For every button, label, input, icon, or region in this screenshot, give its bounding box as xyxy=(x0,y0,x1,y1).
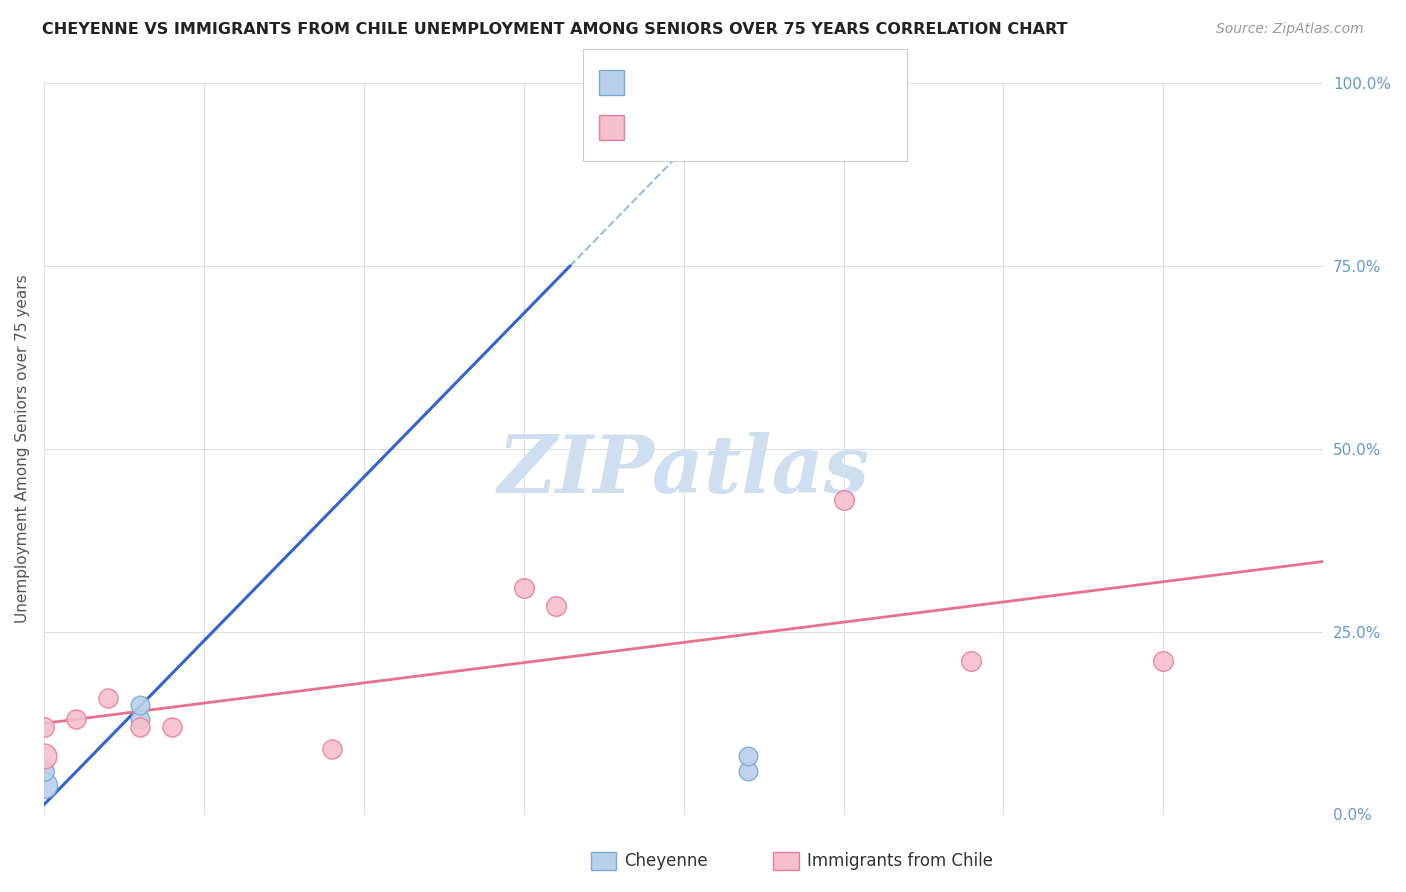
Point xyxy=(737,764,759,778)
Point xyxy=(960,654,983,668)
Text: 4: 4 xyxy=(768,74,779,92)
Text: N =: N = xyxy=(731,74,768,92)
Point xyxy=(128,720,150,734)
Text: 13: 13 xyxy=(768,119,790,136)
Point xyxy=(1152,654,1174,668)
Text: ZIPatlas: ZIPatlas xyxy=(498,432,870,509)
Point xyxy=(65,713,87,727)
Text: 0.438: 0.438 xyxy=(672,119,724,136)
Text: CHEYENNE VS IMMIGRANTS FROM CHILE UNEMPLOYMENT AMONG SENIORS OVER 75 YEARS CORRE: CHEYENNE VS IMMIGRANTS FROM CHILE UNEMPL… xyxy=(42,22,1067,37)
Point xyxy=(97,690,120,705)
Point xyxy=(737,749,759,764)
Text: Source: ZipAtlas.com: Source: ZipAtlas.com xyxy=(1216,22,1364,37)
Text: Immigrants from Chile: Immigrants from Chile xyxy=(807,852,993,870)
Text: R =: R = xyxy=(633,74,669,92)
Point xyxy=(544,599,567,614)
Point xyxy=(512,581,534,595)
Text: R =: R = xyxy=(633,119,669,136)
Point xyxy=(160,720,183,734)
Point xyxy=(32,749,55,764)
Point xyxy=(32,778,55,792)
Y-axis label: Unemployment Among Seniors over 75 years: Unemployment Among Seniors over 75 years xyxy=(15,275,30,624)
Point xyxy=(32,720,55,734)
Text: N =: N = xyxy=(731,119,768,136)
Point xyxy=(321,741,343,756)
Point xyxy=(32,764,55,778)
Text: Cheyenne: Cheyenne xyxy=(624,852,707,870)
Point xyxy=(128,713,150,727)
Point xyxy=(128,698,150,712)
Point xyxy=(737,77,759,91)
Point xyxy=(832,493,855,508)
Text: 0.743: 0.743 xyxy=(672,74,725,92)
